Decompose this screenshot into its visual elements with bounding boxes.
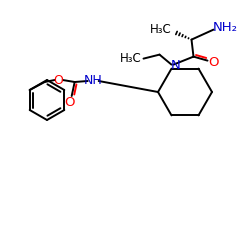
Text: N: N <box>171 59 180 72</box>
Text: O: O <box>208 56 219 69</box>
Text: H₃C: H₃C <box>150 23 172 36</box>
Text: NH₂: NH₂ <box>213 21 238 34</box>
Text: O: O <box>54 74 64 86</box>
Text: H₃C: H₃C <box>120 52 142 65</box>
Text: O: O <box>64 96 75 108</box>
Text: NH: NH <box>83 74 102 88</box>
